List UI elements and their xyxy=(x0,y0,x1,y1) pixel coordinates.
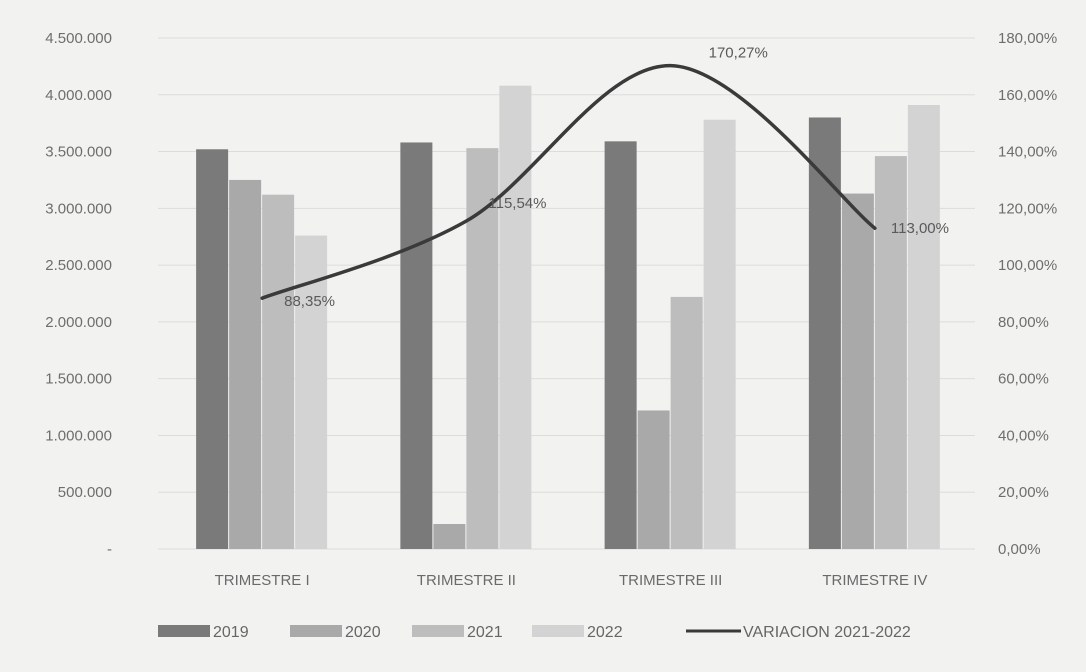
right-tick-label: 60,00% xyxy=(998,371,1049,388)
left-tick-label: 4.500.000 xyxy=(45,30,112,47)
category-label: TRIMESTRE IV xyxy=(822,572,927,589)
right-tick-label: 180,00% xyxy=(998,30,1057,47)
bars xyxy=(196,85,940,550)
bar-2021-4 xyxy=(874,156,907,549)
left-tick-label: 3.500.000 xyxy=(45,144,112,161)
legend-label: 2019 xyxy=(213,624,249,641)
left-tick-label: 1.500.000 xyxy=(45,371,112,388)
bar-2021-3 xyxy=(670,296,703,549)
legend-swatch-2021 xyxy=(412,625,464,637)
right-tick-label: 80,00% xyxy=(998,314,1049,331)
left-tick-label: 2.000.000 xyxy=(45,314,112,331)
legend: 2019 2020 2021 2022 VARIACION 2021-2022 xyxy=(158,624,911,641)
right-tick-label: 40,00% xyxy=(998,427,1049,444)
data-label: 170,27% xyxy=(709,45,768,62)
left-tick-label: 500.000 xyxy=(58,484,112,501)
bar-2019-1 xyxy=(196,149,229,550)
bar-2019-2 xyxy=(400,142,433,549)
right-tick-label: 120,00% xyxy=(998,200,1057,217)
bar-2019-3 xyxy=(604,141,637,549)
left-tick-label: - xyxy=(107,541,112,558)
left-axis-ticks: - 500.000 1.000.000 1.500.000 2.000.000 2.500… xyxy=(45,30,112,558)
right-tick-label: 0,00% xyxy=(998,541,1041,558)
data-labels: 88,35% 115,54% 170,27% 113,00% xyxy=(284,45,949,311)
bar-2020-1 xyxy=(229,179,262,549)
left-tick-label: 2.500.000 xyxy=(45,257,112,274)
bar-2022-2 xyxy=(499,85,532,550)
bar-2021-1 xyxy=(262,194,295,549)
category-label: TRIMESTRE I xyxy=(215,572,310,589)
variation-line xyxy=(260,63,877,300)
left-tick-label: 3.000.000 xyxy=(45,200,112,217)
gridlines xyxy=(158,37,975,550)
right-tick-label: 100,00% xyxy=(998,257,1057,274)
data-label: 88,35% xyxy=(284,293,335,310)
data-label: 115,54% xyxy=(488,195,546,212)
right-tick-label: 20,00% xyxy=(998,484,1049,501)
bar-2020-3 xyxy=(637,410,670,549)
legend-swatch-2020 xyxy=(290,625,342,637)
legend-label: 2020 xyxy=(345,624,381,641)
legend-swatch-2019 xyxy=(158,625,210,637)
variation-line-path xyxy=(260,63,877,300)
category-labels: TRIMESTRE I TRIMESTRE II TRIMESTRE III TRIM… xyxy=(215,572,928,589)
right-axis-ticks: 0,00% 20,00% 40,00% 60,00% 80,00% 100,00% 120,… xyxy=(998,30,1057,558)
right-tick-label: 160,00% xyxy=(998,87,1057,104)
category-label: TRIMESTRE III xyxy=(619,572,722,589)
bar-2022-1 xyxy=(295,235,328,549)
data-label: 113,00% xyxy=(891,220,949,237)
legend-label: VARIACION 2021-2022 xyxy=(743,624,911,641)
bar-2022-3 xyxy=(703,119,736,549)
left-tick-label: 4.000.000 xyxy=(45,87,112,104)
legend-swatch-2022 xyxy=(532,625,584,637)
left-tick-label: 1.000.000 xyxy=(45,427,112,444)
bar-2021-2 xyxy=(466,148,499,549)
bar-2020-4 xyxy=(841,193,874,549)
right-tick-label: 140,00% xyxy=(998,144,1057,161)
bar-2020-2 xyxy=(433,524,466,549)
legend-label: 2021 xyxy=(467,624,503,641)
category-label: TRIMESTRE II xyxy=(417,572,516,589)
bar-2022-4 xyxy=(907,104,940,550)
legend-label: 2022 xyxy=(587,624,623,641)
bar-2019-4 xyxy=(808,117,841,549)
